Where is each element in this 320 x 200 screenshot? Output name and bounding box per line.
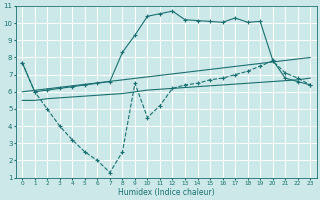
X-axis label: Humidex (Indice chaleur): Humidex (Indice chaleur) bbox=[118, 188, 214, 197]
